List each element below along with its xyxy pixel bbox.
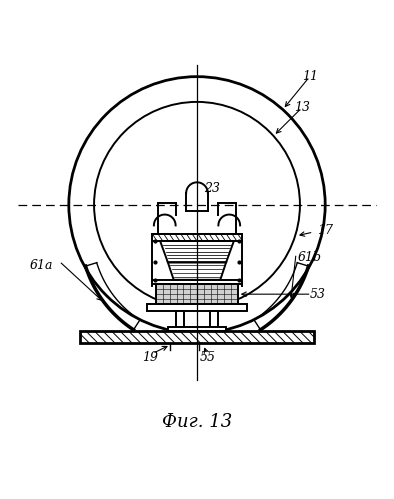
Text: 55: 55: [200, 351, 216, 364]
Text: 53: 53: [309, 287, 325, 301]
Text: 23: 23: [204, 182, 220, 195]
Text: 13: 13: [294, 101, 310, 114]
Bar: [176, 311, 184, 327]
Text: 61a: 61a: [30, 258, 53, 271]
Text: 17: 17: [317, 224, 333, 237]
Text: 19: 19: [142, 351, 158, 364]
Bar: [80, 331, 314, 343]
Bar: [168, 327, 226, 331]
Bar: [147, 304, 247, 311]
Bar: [156, 284, 238, 304]
Text: 11: 11: [302, 70, 318, 83]
Bar: [210, 311, 218, 327]
Text: Фиг. 13: Фиг. 13: [162, 413, 232, 431]
Text: 61b: 61b: [297, 251, 322, 264]
